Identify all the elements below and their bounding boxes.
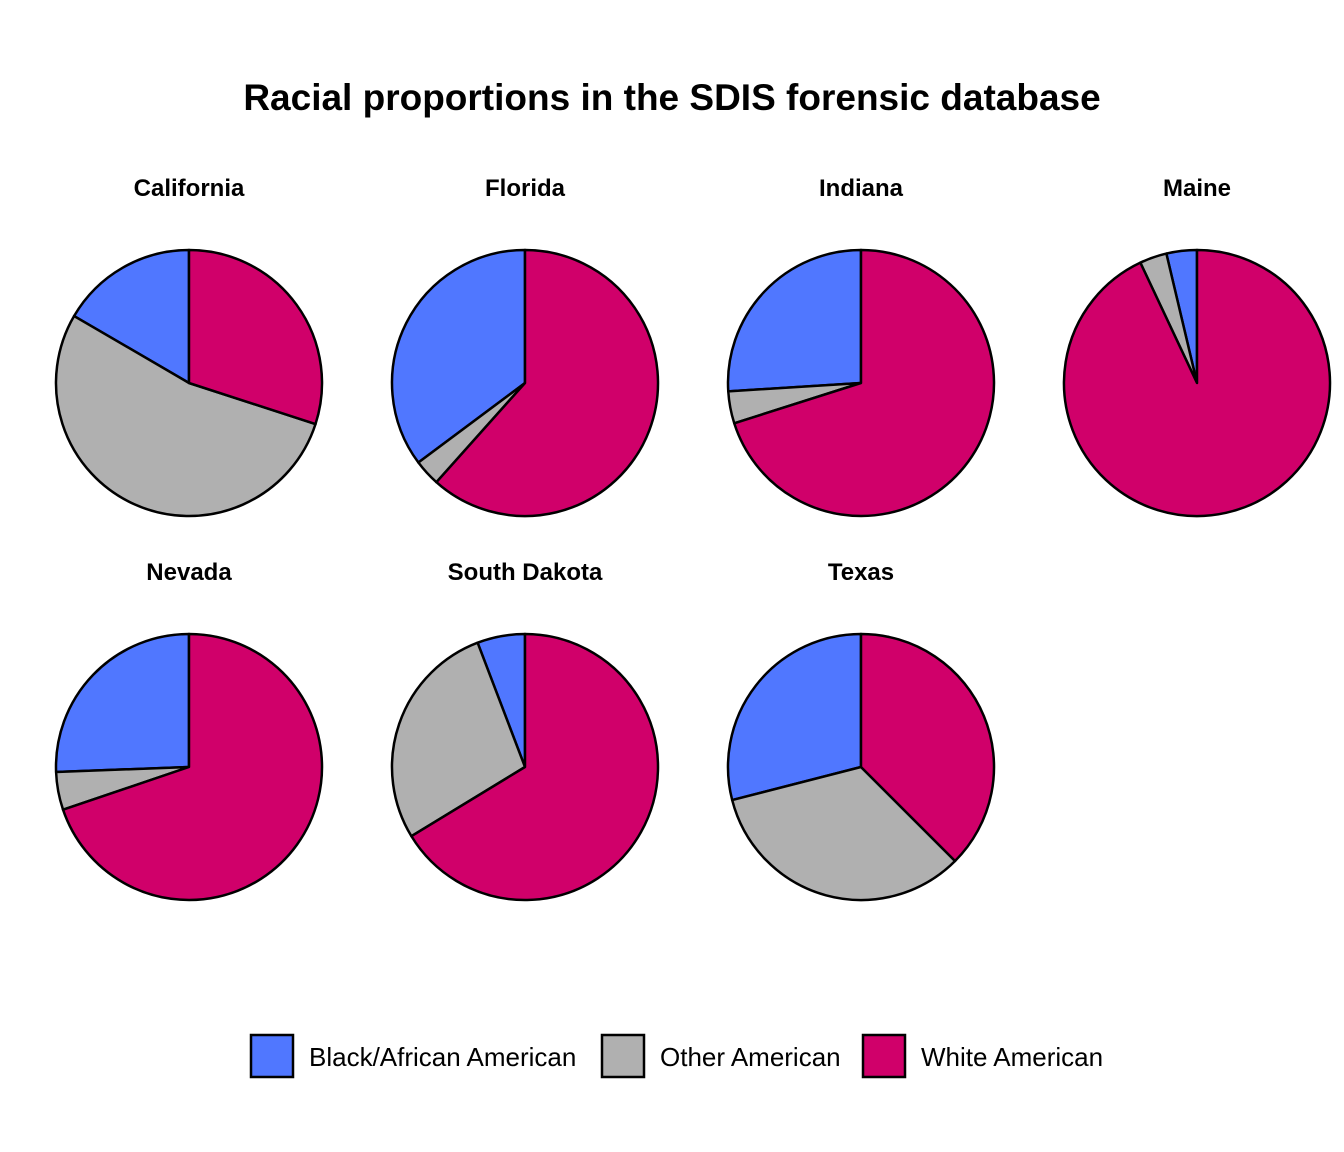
slice-maine-white-american <box>1062 248 1332 518</box>
panel-title-indiana: Indiana <box>819 175 904 202</box>
pie-nevada <box>54 632 324 902</box>
panel-south-dakota: South Dakota <box>390 559 660 902</box>
pie-florida <box>390 248 660 518</box>
legend-label-white-american: White American <box>921 1042 1103 1072</box>
slice-california-black-african-american <box>72 248 191 385</box>
slice-indiana-black-african-american <box>726 248 863 393</box>
pie-california <box>54 248 324 518</box>
panel-california: California <box>54 175 324 518</box>
slice-texas-black-african-american <box>726 632 863 802</box>
slice-indiana-white-american <box>733 248 996 518</box>
pie-texas <box>726 632 996 902</box>
slice-nevada-white-american <box>61 632 324 902</box>
slice-texas-other-american <box>730 765 957 902</box>
pie-south-dakota <box>390 632 660 902</box>
legend-swatch-black-african-american <box>249 1033 295 1079</box>
slice-texas-white-american <box>859 632 996 863</box>
panel-texas: Texas <box>726 559 996 902</box>
panel-title-california: California <box>134 175 245 202</box>
panel-title-texas: Texas <box>828 559 894 586</box>
panel-nevada: Nevada <box>54 559 324 902</box>
panel-title-florida: Florida <box>485 175 566 202</box>
slice-south-dakota-white-american <box>410 632 660 902</box>
pie-maine <box>1062 248 1332 518</box>
panel-maine: Maine <box>1062 175 1332 518</box>
panel-indiana: Indiana <box>726 175 996 518</box>
slice-florida-white-american <box>435 248 660 518</box>
panel-title-maine: Maine <box>1163 175 1231 202</box>
panel-title-nevada: Nevada <box>146 559 232 586</box>
panel-florida: Florida <box>390 175 660 518</box>
legend-label-black-african-american: Black/African American <box>309 1042 576 1072</box>
slice-south-dakota-other-american <box>390 641 527 838</box>
slice-california-white-american <box>187 248 324 426</box>
legend-swatch-white-american <box>861 1033 907 1079</box>
chart-title: Racial proportions in the SDIS forensic … <box>243 77 1100 118</box>
slice-florida-black-african-american <box>390 248 527 464</box>
legend-swatch-other-american <box>600 1033 646 1079</box>
pie-indiana <box>726 248 996 518</box>
slice-california-other-american <box>54 314 317 518</box>
legend-label-other-american: Other American <box>660 1042 841 1072</box>
legend: Black/African American Other American Wh… <box>249 1033 1103 1079</box>
panel-title-south-dakota: South Dakota <box>448 559 603 586</box>
slice-nevada-black-african-american <box>54 632 191 774</box>
